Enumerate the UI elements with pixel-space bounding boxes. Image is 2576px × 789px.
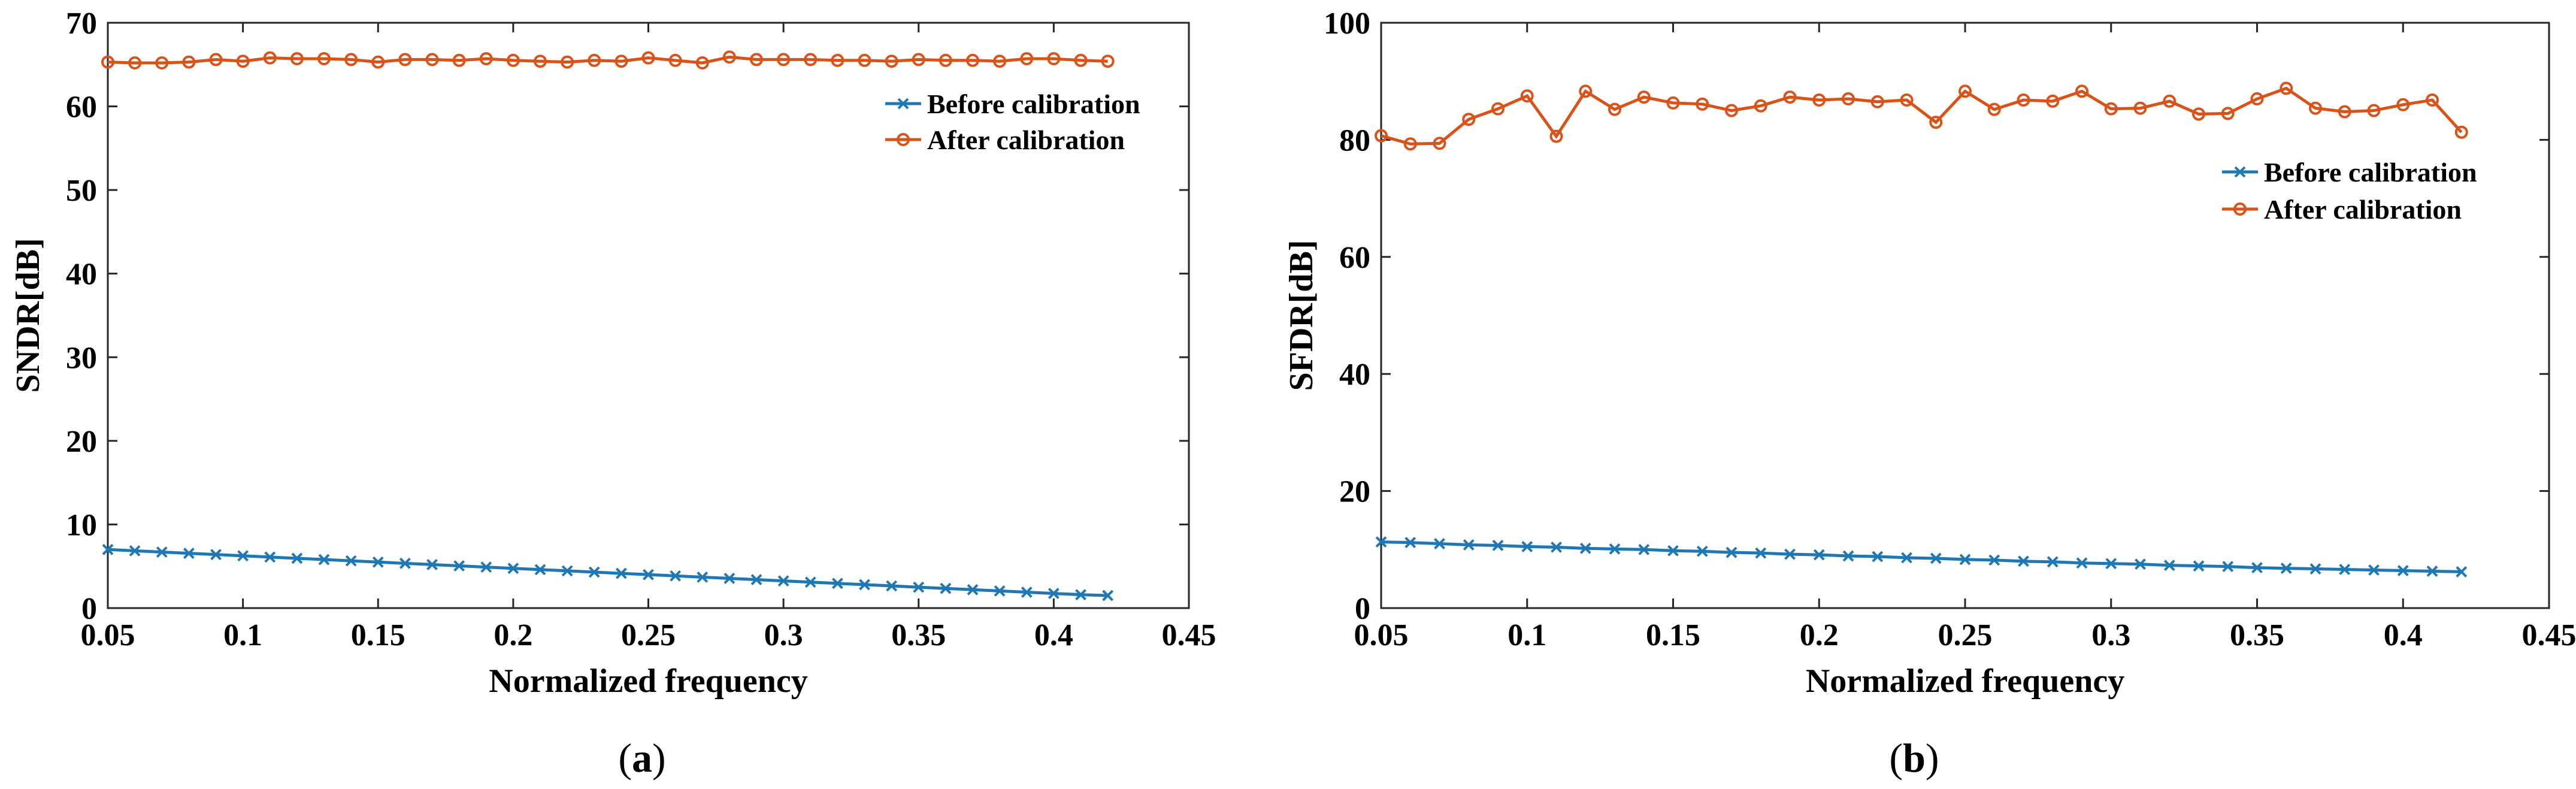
y-tick-label: 10	[66, 508, 97, 542]
x-axis-label: Normalized frequency	[1806, 663, 2124, 700]
y-tick-label: 60	[66, 90, 97, 125]
series-line	[108, 57, 1108, 63]
x-tick-label: 0.4	[1034, 618, 1073, 652]
series-line	[108, 549, 1108, 595]
y-tick-label: 100	[1324, 7, 1370, 41]
legend: Before calibration After calibration	[2222, 157, 2477, 225]
caption-b: (b)	[1889, 735, 1939, 781]
series-before-calibration	[1376, 537, 2466, 577]
legend-label: After calibration	[2264, 194, 2462, 225]
legend-label: Before calibration	[927, 89, 1140, 119]
legend-item: After calibration	[885, 125, 1125, 155]
series-before-calibration	[103, 545, 1113, 600]
x-tick-label: 0.25	[621, 618, 676, 652]
x-tick-label: 0.45	[2522, 618, 2576, 652]
y-axis-label: SFDR[dB]	[1283, 240, 1320, 391]
x-tick-label: 0.3	[764, 618, 803, 652]
x-tick-label: 0.4	[2384, 618, 2423, 652]
x-tick-label: 0.3	[2091, 618, 2130, 652]
legend-item: After calibration	[2222, 194, 2462, 225]
y-tick-label: 50	[66, 174, 97, 208]
caption-a: (a)	[618, 735, 665, 781]
x-tick-label: 0.35	[2230, 618, 2284, 652]
caption-b-letter: b	[1903, 735, 1926, 781]
x-tick-label: 0.1	[223, 618, 262, 652]
x-tick-label: 0.25	[1938, 618, 1993, 652]
x-axis-label: Normalized frequency	[489, 663, 807, 700]
y-tick-label: 0	[1355, 592, 1370, 626]
legend-label: After calibration	[927, 125, 1125, 155]
y-tick-label: 80	[1339, 123, 1370, 158]
legend-item: Before calibration	[885, 89, 1140, 119]
y-tick-label: 30	[66, 341, 97, 375]
x-tick-label: 0.15	[1646, 618, 1700, 652]
legend-label: Before calibration	[2264, 157, 2477, 188]
panel-a-chart: 0.05 0.1 0.15 0.2 0.25 0.3 0.35 0.4 0.45 0 10 20 30 4…	[10, 7, 1216, 700]
x-tick-label: 0.2	[1800, 618, 1839, 652]
legend-item: Before calibration	[2222, 157, 2477, 188]
y-tick-label: 20	[1339, 475, 1370, 509]
y-tick-label: 40	[66, 258, 97, 292]
caption-a-letter: a	[632, 735, 652, 781]
legend: Before calibration After calibration	[885, 89, 1140, 155]
y-axis-label: SNDR[dB]	[10, 238, 47, 392]
y-tick-label: 70	[66, 7, 97, 41]
figure: 0.05 0.1 0.15 0.2 0.25 0.3 0.35 0.4 0.4501020304…	[0, 0, 2576, 789]
x-tick-label: 0.2	[494, 618, 532, 652]
panel-b-chart: 0.05 0.1 0.15 0.2 0.25 0.3 0.35 0.4 0.4502040608…	[1283, 7, 2576, 700]
series-line	[1381, 88, 2462, 144]
x-tick-label: 0.35	[891, 618, 946, 652]
x-tick-label: 0.15	[351, 618, 405, 652]
y-tick-label: 60	[1339, 241, 1370, 275]
y-tick-label: 20	[66, 425, 97, 459]
y-tick-label: 0	[81, 592, 97, 626]
x-tick-label: 0.1	[1508, 618, 1546, 652]
series-after-calibration	[102, 52, 1113, 68]
y-tick-label: 40	[1339, 358, 1370, 392]
x-tick-label: 0.45	[1162, 618, 1216, 652]
series-line	[1381, 542, 2462, 572]
series-after-calibration	[1376, 83, 2467, 149]
